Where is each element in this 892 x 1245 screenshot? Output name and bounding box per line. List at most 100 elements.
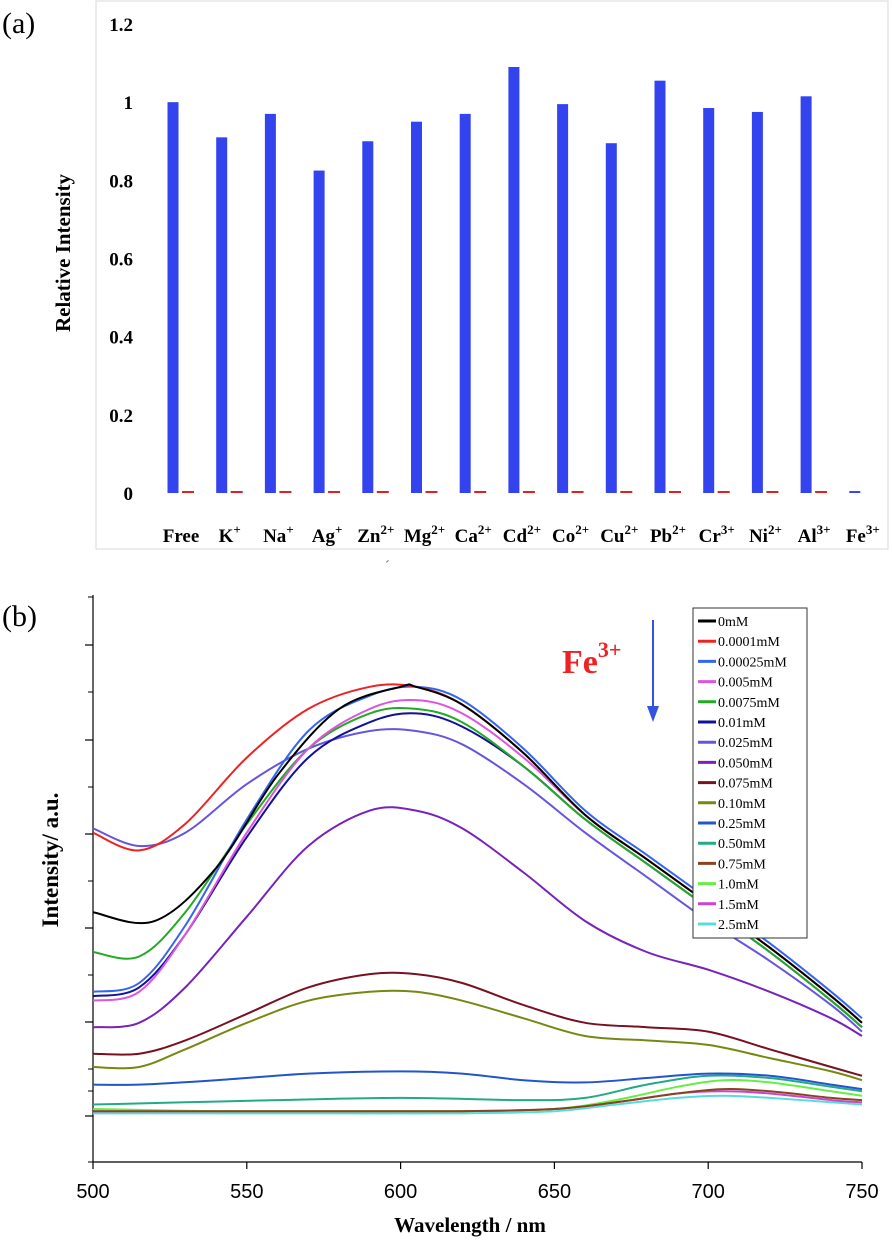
- x-tick-base: Cu: [600, 526, 625, 547]
- x-tick-label: Cu2+: [600, 522, 638, 547]
- panel-b-label: (b): [2, 600, 37, 633]
- x-tick-sup: 3+: [721, 522, 735, 537]
- bar-fe-cr: [717, 491, 730, 493]
- x-tick-base: Free: [163, 526, 200, 547]
- x-tick-sup: 2+: [431, 522, 445, 537]
- x-tick-base: Co: [552, 526, 575, 547]
- bar-fe-ni: [766, 491, 779, 493]
- x-tick-label: Mg2+: [404, 522, 445, 547]
- bar-fe-cu: [620, 491, 633, 493]
- series-line-0.25mM: [92, 1070, 863, 1091]
- legend-label: 0.10mM: [718, 797, 766, 812]
- series-line-0.75mM: [93, 1088, 863, 1113]
- legend-label: 0.005mM: [718, 676, 773, 691]
- x-tick-sup: 2+: [380, 522, 394, 537]
- bar-fe-ca: [474, 491, 487, 493]
- series-line-0.025mM: [92, 728, 863, 1033]
- x-tick-label: Na+: [263, 522, 294, 547]
- x-tick-base: K: [219, 526, 234, 547]
- legend-label: 0.00025mM: [718, 655, 787, 670]
- bar-ag: [313, 170, 325, 493]
- x-tick-label: 650: [538, 1181, 571, 1203]
- fe3-annotation: Fe3+: [562, 637, 621, 681]
- x-tick-label: Pb2+: [650, 522, 686, 547]
- fe3-annotation-sup: 3+: [598, 637, 622, 662]
- bar-ni: [751, 111, 763, 493]
- x-tick-base: Ag: [312, 526, 336, 547]
- legend-label: 0.50mM: [718, 837, 766, 852]
- legend-label: 1.5mM: [718, 898, 759, 913]
- legend-label: 0.050mM: [718, 756, 773, 771]
- bar-al: [800, 96, 812, 493]
- arrow-head-icon: [647, 706, 659, 722]
- legend-label: 0.025mM: [718, 736, 773, 751]
- legend-label: 0.0075mM: [718, 696, 780, 711]
- x-tick-sup: +: [286, 522, 293, 537]
- legend-label: 1.0mM: [718, 878, 759, 893]
- bar-fe-na: [279, 491, 292, 493]
- y-tick-label: 0: [124, 484, 134, 505]
- x-tick-label: 550: [230, 1181, 263, 1203]
- x-tick-label: K+: [219, 522, 241, 547]
- x-tick-base: Al: [798, 526, 817, 547]
- x-tick-base: Ca: [455, 526, 479, 547]
- x-tick-base: Cd: [503, 526, 528, 547]
- y-tick-label: 0.6: [109, 250, 133, 271]
- y-axis-label-b: Intensity/ a.u.: [38, 793, 63, 928]
- fe3-annotation-base: Fe: [562, 644, 598, 681]
- legend-label: 0.0001mM: [718, 635, 780, 650]
- x-tick-label: Free: [163, 526, 200, 547]
- series-line-2.5mM: [93, 1094, 863, 1115]
- legend-label: 2.5mM: [718, 918, 759, 933]
- bar-ca: [459, 113, 471, 494]
- panel-a-label: (a): [2, 7, 35, 40]
- x-tick-label: Ca2+: [455, 522, 492, 547]
- x-tick-label: Co2+: [552, 522, 589, 547]
- bar-fe-ag: [328, 491, 341, 493]
- bar-zn: [362, 141, 374, 493]
- bar-cu: [605, 143, 617, 493]
- x-tick-sup: 2+: [478, 522, 492, 537]
- bar-fe-mg: [425, 491, 438, 493]
- legend-label: 0.075mM: [718, 777, 773, 792]
- x-tick-label: Ag+: [312, 522, 343, 547]
- x-tick-sup: +: [335, 522, 342, 537]
- series-line-0.075mM: [92, 971, 863, 1077]
- bar-fe-co: [571, 491, 584, 493]
- x-tick-label: Zn2+: [357, 522, 394, 547]
- series-line-0.10mM: [92, 989, 863, 1082]
- bar-free: [167, 102, 179, 494]
- bar-fe-al: [815, 491, 828, 493]
- bar-cr: [703, 108, 715, 493]
- x-tick-base: Zn: [357, 526, 381, 547]
- x-tick-label: Al3+: [798, 522, 831, 547]
- bar-cd: [508, 66, 520, 493]
- bar-pb: [654, 80, 666, 493]
- legend-label: 0mM: [718, 615, 749, 630]
- x-tick-sup: 2+: [768, 522, 782, 537]
- x-tick-sup: 2+: [624, 522, 638, 537]
- x-tick-label: 700: [692, 1181, 725, 1203]
- y-tick-label: 1: [124, 93, 134, 114]
- series-line-0.50mM: [92, 1074, 863, 1106]
- bar-fe-k: [230, 491, 243, 493]
- x-tick-sup: +: [233, 522, 240, 537]
- x-tick-label: Cr3+: [699, 522, 735, 547]
- series-line-0.050mM: [92, 806, 863, 1037]
- stray-mark: ´: [385, 559, 390, 574]
- x-tick-sup: 3+: [866, 522, 880, 537]
- x-tick-base: Cr: [699, 526, 722, 547]
- legend: 0mM 0.0001mM 0.00025mM 0.005mM 0.0075mM 0.01m…: [692, 607, 808, 939]
- bar-co: [557, 104, 569, 493]
- bar-fe-cd: [522, 491, 535, 493]
- bar-k: [216, 137, 228, 493]
- bar-mg: [411, 121, 422, 493]
- bar-na: [264, 113, 276, 494]
- bar-chart-panel: 00.20.40.60.811.2 Free K+ Na+ Ag+ Zn2+ Mg2+ Ca…: [51, 0, 889, 574]
- x-tick-sup: 2+: [575, 522, 589, 537]
- x-tick-base: Ni: [749, 526, 768, 547]
- legend-label: 0.75mM: [718, 857, 766, 872]
- y-tick-label: 0.4: [109, 328, 133, 349]
- x-tick-sup: 2+: [527, 522, 541, 537]
